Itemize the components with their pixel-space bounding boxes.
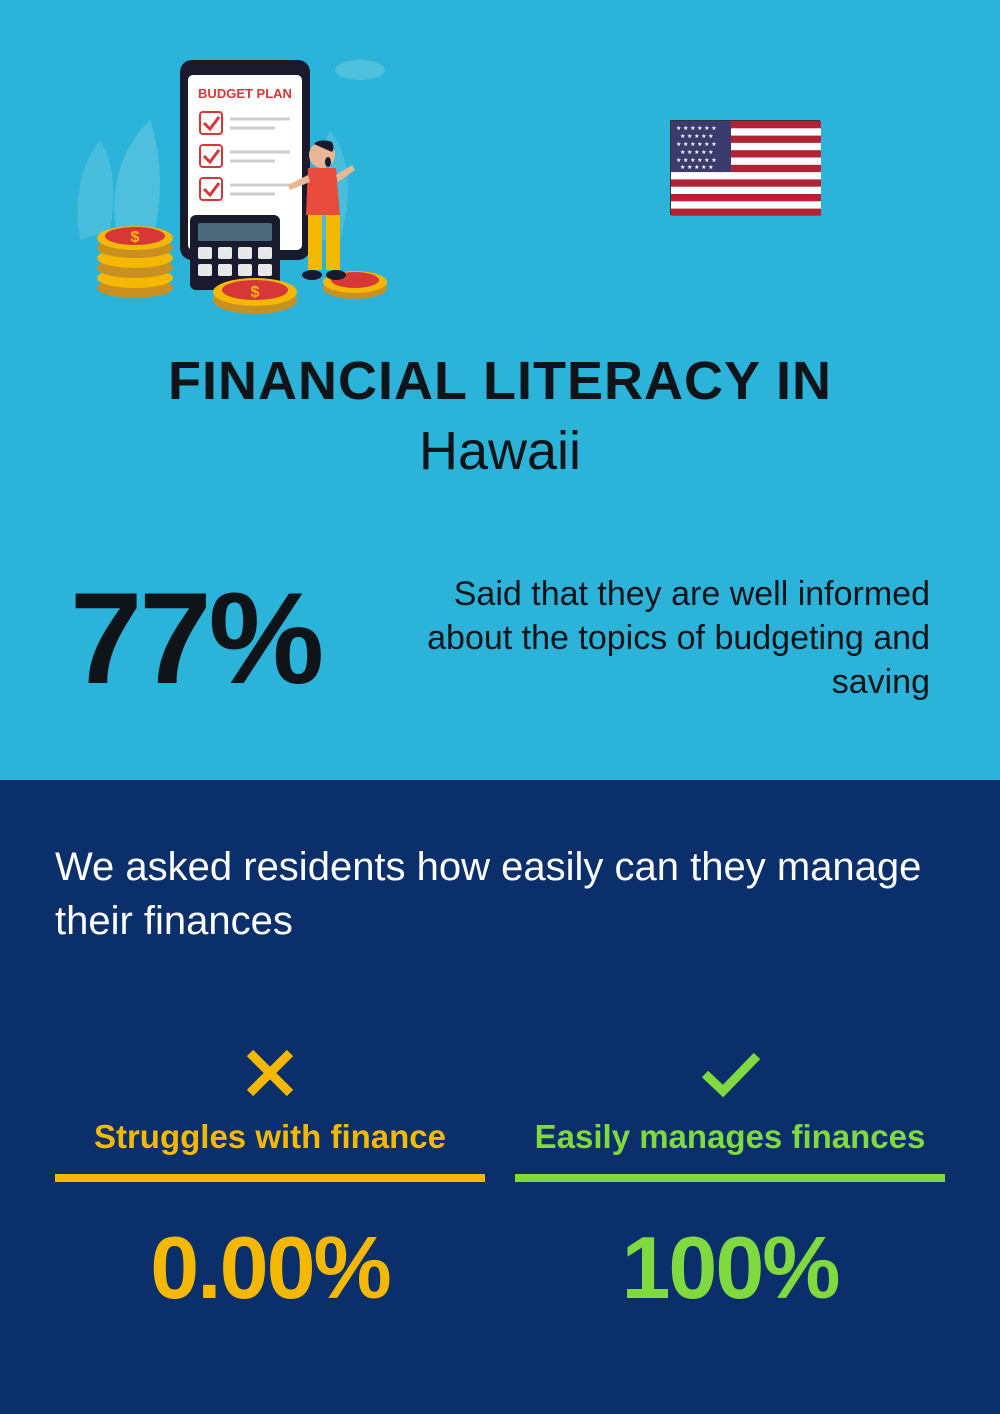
title-location: Hawaii bbox=[60, 420, 940, 482]
x-icon bbox=[55, 1038, 485, 1108]
svg-text:★ ★ ★ ★ ★: ★ ★ ★ ★ ★ bbox=[680, 133, 714, 140]
svg-text:★ ★ ★ ★ ★: ★ ★ ★ ★ ★ bbox=[680, 164, 714, 171]
easily-label: Easily manages finances bbox=[515, 1118, 945, 1156]
svg-text:★ ★ ★ ★ ★ ★: ★ ★ ★ ★ ★ ★ bbox=[676, 157, 717, 164]
title-main: FINANCIAL LITERACY IN bbox=[60, 350, 940, 412]
svg-text:$: $ bbox=[251, 284, 260, 301]
headline-stat: 77% Said that they are well informed abo… bbox=[60, 572, 940, 705]
svg-text:★ ★ ★ ★ ★ ★: ★ ★ ★ ★ ★ ★ bbox=[676, 125, 717, 132]
easily-item: Easily manages finances 100% bbox=[515, 1038, 945, 1319]
comparison-row: Struggles with finance 0.00% Easily mana… bbox=[55, 1038, 945, 1319]
svg-text:★ ★ ★ ★ ★: ★ ★ ★ ★ ★ bbox=[680, 149, 714, 156]
svg-text:$: $ bbox=[131, 229, 140, 246]
title-block: FINANCIAL LITERACY IN Hawaii bbox=[60, 350, 940, 482]
header-graphics: BUDGET PLAN bbox=[60, 40, 940, 320]
stat-description: Said that they are well informed about t… bbox=[361, 572, 930, 705]
easily-divider bbox=[515, 1174, 945, 1182]
struggles-value: 0.00% bbox=[55, 1217, 485, 1319]
bottom-section: We asked residents how easily can they m… bbox=[0, 780, 1000, 1414]
clipboard-label: BUDGET PLAN bbox=[198, 86, 292, 101]
struggles-item: Struggles with finance 0.00% bbox=[55, 1038, 485, 1319]
struggles-divider bbox=[55, 1174, 485, 1182]
us-flag-icon: ★ ★ ★ ★ ★ ★ ★ ★ ★ ★ ★ ★ ★ ★ ★ ★ ★ ★ ★ ★ … bbox=[670, 120, 820, 215]
top-section: BUDGET PLAN bbox=[0, 0, 1000, 780]
budget-illustration: BUDGET PLAN bbox=[60, 40, 400, 320]
easily-value: 100% bbox=[515, 1217, 945, 1319]
stat-percent: 77% bbox=[70, 573, 321, 703]
struggles-label: Struggles with finance bbox=[55, 1118, 485, 1156]
check-icon bbox=[515, 1038, 945, 1108]
svg-text:★ ★ ★ ★ ★ ★: ★ ★ ★ ★ ★ ★ bbox=[676, 141, 717, 148]
question-text: We asked residents how easily can they m… bbox=[55, 840, 945, 948]
